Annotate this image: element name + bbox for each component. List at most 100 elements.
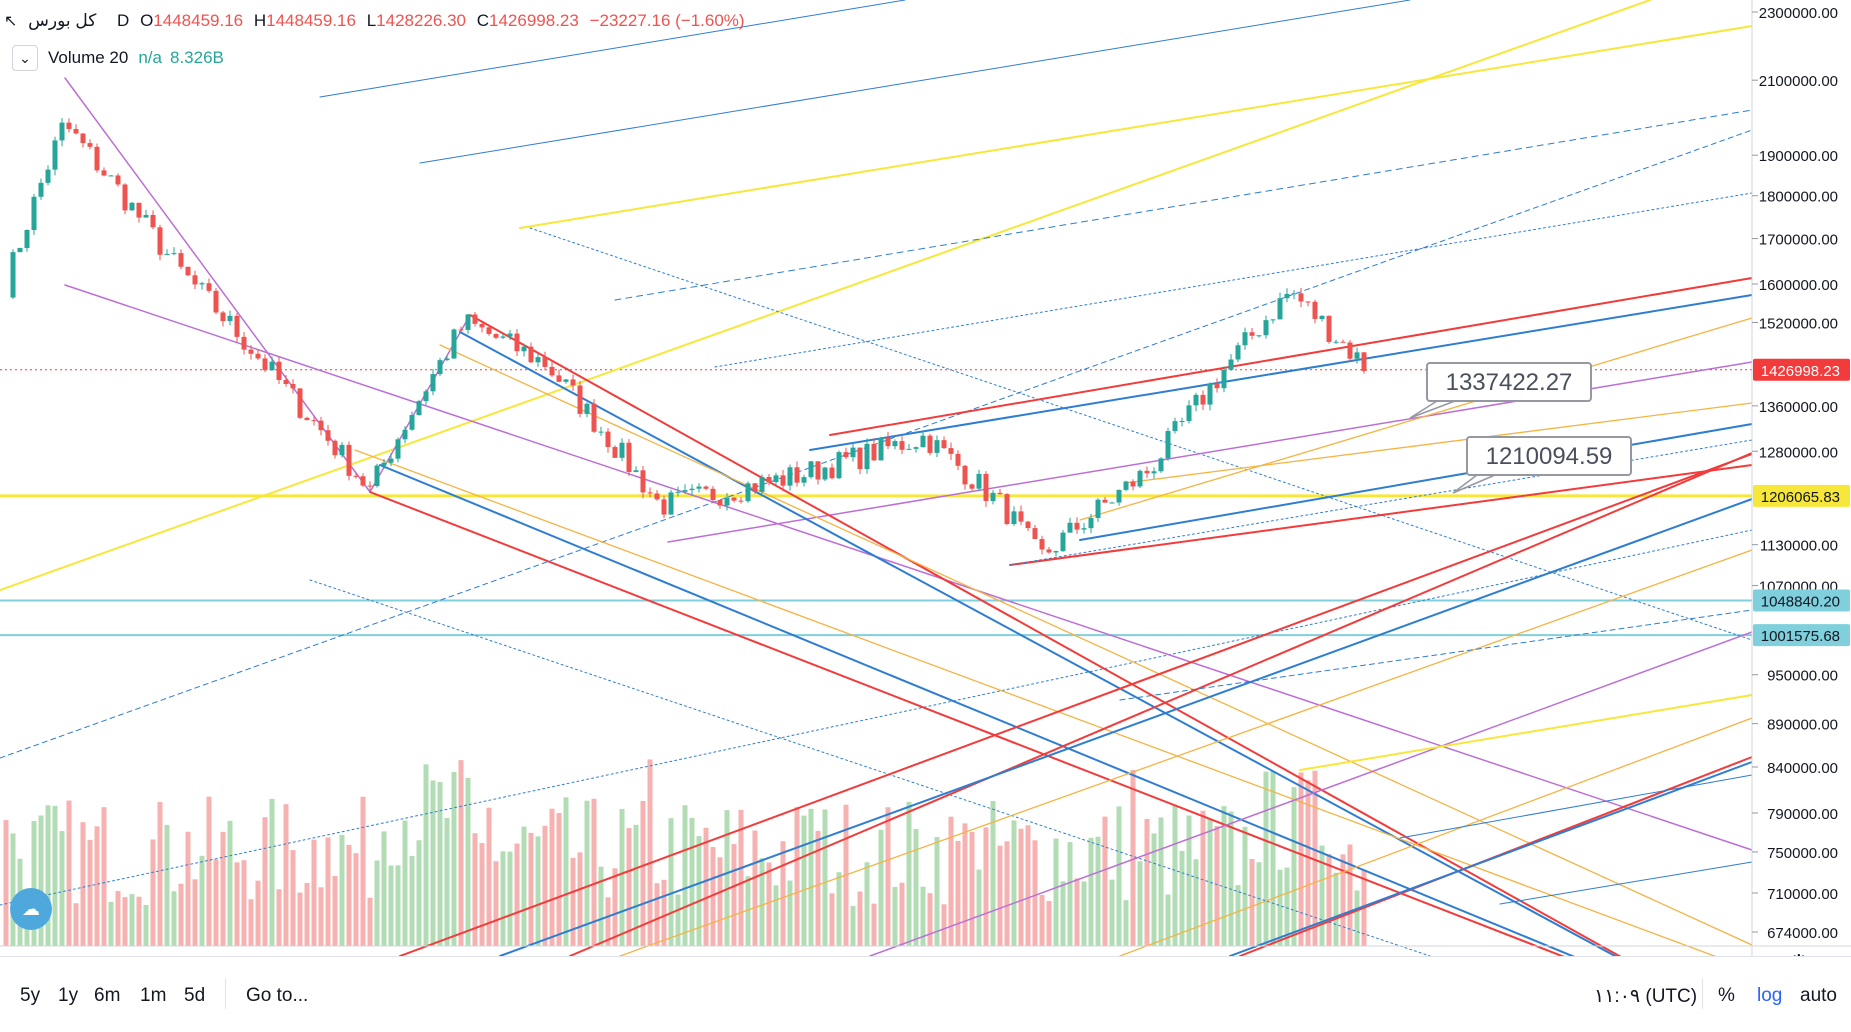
collapse-button[interactable]: ⌄: [12, 45, 38, 71]
volume-bar: [626, 828, 632, 946]
high-label: H: [253, 11, 267, 30]
candle-body: [696, 486, 702, 489]
trend-line: [399, 453, 1753, 956]
candle-body: [227, 315, 233, 322]
trend-line: [809, 294, 1753, 451]
trend-line: [439, 344, 1753, 946]
callout-pointer: [1409, 400, 1456, 419]
volume-bar: [1123, 900, 1129, 946]
range-1m-button[interactable]: 1m: [140, 985, 167, 1006]
volume-bar: [164, 824, 170, 946]
volume-bar: [3, 820, 9, 946]
symbol-name[interactable]: کل بورس: [28, 11, 97, 30]
candle-body: [563, 379, 569, 382]
candle-body: [864, 443, 870, 470]
candle-body: [1032, 528, 1038, 540]
high-value: 1448459.16: [266, 11, 356, 30]
volume-bar: [570, 857, 576, 946]
log-toggle[interactable]: log: [1757, 985, 1783, 1006]
auto-toggle[interactable]: auto: [1800, 985, 1837, 1006]
volume-bar: [1200, 810, 1206, 946]
candle-body: [192, 275, 198, 285]
trend-line: [529, 227, 1753, 641]
volume-bar: [59, 831, 65, 946]
volume-bar: [927, 893, 933, 946]
candle-body: [409, 415, 415, 430]
price-badge: [1753, 484, 1850, 507]
volume-bar: [283, 804, 289, 946]
candle-body: [276, 361, 282, 380]
candle-body: [1046, 549, 1052, 553]
price-chart[interactable]: 2300000.00 2100000.00 1900000.00 1800000.00…: [0, 0, 1851, 956]
interval-label[interactable]: D: [117, 11, 130, 30]
price-tick-label: 1280000.00: [1759, 444, 1838, 461]
volume-name[interactable]: Volume 20: [48, 48, 129, 67]
candle-body: [794, 467, 800, 483]
candle-body: [759, 477, 765, 492]
candle-body: [710, 488, 716, 500]
price-tick-label: 950000.00: [1767, 668, 1838, 685]
volume-bar: [528, 832, 534, 946]
volume-bar: [969, 831, 975, 946]
price-tick-label: 750000.00: [1767, 845, 1838, 862]
candle-body: [465, 314, 471, 330]
candle-body: [1291, 293, 1297, 295]
volume-bar: [822, 809, 828, 946]
candle-body: [1060, 532, 1066, 552]
candle-body: [458, 329, 464, 331]
trend-line: [1499, 861, 1753, 905]
candle-body: [486, 327, 492, 334]
price-badge-label: 1048840.20: [1761, 594, 1840, 611]
price-badge-label: 1001575.68: [1761, 628, 1840, 645]
candle-body: [87, 143, 93, 147]
price-axis-panel: [1752, 0, 1851, 956]
volume-bar: [773, 885, 779, 946]
percent-toggle[interactable]: %: [1718, 985, 1735, 1006]
range-6m-button[interactable]: 6m: [94, 985, 121, 1006]
candle-body: [45, 169, 51, 183]
volume-bar: [192, 879, 198, 946]
volume-bar: [122, 897, 128, 946]
candle-body: [1137, 470, 1143, 487]
range-5d-button[interactable]: 5d: [184, 985, 206, 1006]
candle-body: [339, 444, 345, 456]
volume-bar: [465, 777, 471, 946]
trend-line: [1119, 717, 1753, 956]
tradingview-logo[interactable]: ☁: [10, 888, 52, 930]
volume-bar: [157, 801, 163, 946]
volume-bar: [1137, 861, 1143, 946]
candle-body: [388, 458, 394, 463]
candle-body: [17, 247, 23, 253]
clock-label[interactable]: ۱۱:۰۹ (UTC): [1594, 986, 1698, 1007]
candle-body: [360, 476, 366, 486]
candle-body: [262, 358, 268, 371]
volume-bar: [1298, 772, 1304, 946]
trend-line: [0, 0, 1651, 591]
candle-body: [1088, 517, 1094, 529]
price-tick-label: 2100000.00: [1759, 73, 1838, 90]
volume-bar: [549, 808, 555, 946]
candle-body: [556, 375, 562, 382]
price-badge: [1753, 358, 1850, 381]
candle-body: [850, 447, 856, 458]
volume-bar: [1347, 844, 1353, 946]
candle-body: [1179, 421, 1185, 423]
volume-bar: [108, 901, 114, 946]
volume-value: 8.326B: [169, 48, 224, 67]
callout-label: 1337422.27: [1446, 369, 1573, 396]
candle-body: [773, 475, 779, 483]
volume-bar: [220, 831, 226, 946]
range-1y-button[interactable]: 1y: [58, 985, 79, 1006]
candle-body: [1102, 499, 1108, 503]
price-tick-label: 674000.00: [1767, 925, 1838, 942]
goto-button[interactable]: Go to...: [246, 985, 309, 1006]
volume-bar: [10, 833, 16, 946]
candle-body: [1144, 470, 1150, 474]
candle-body: [577, 385, 583, 414]
candle-body: [94, 146, 100, 171]
volume-bar: [213, 859, 219, 946]
volume-bar: [241, 860, 247, 946]
range-5y-button[interactable]: 5y: [20, 985, 41, 1006]
volume-bar: [493, 861, 499, 946]
